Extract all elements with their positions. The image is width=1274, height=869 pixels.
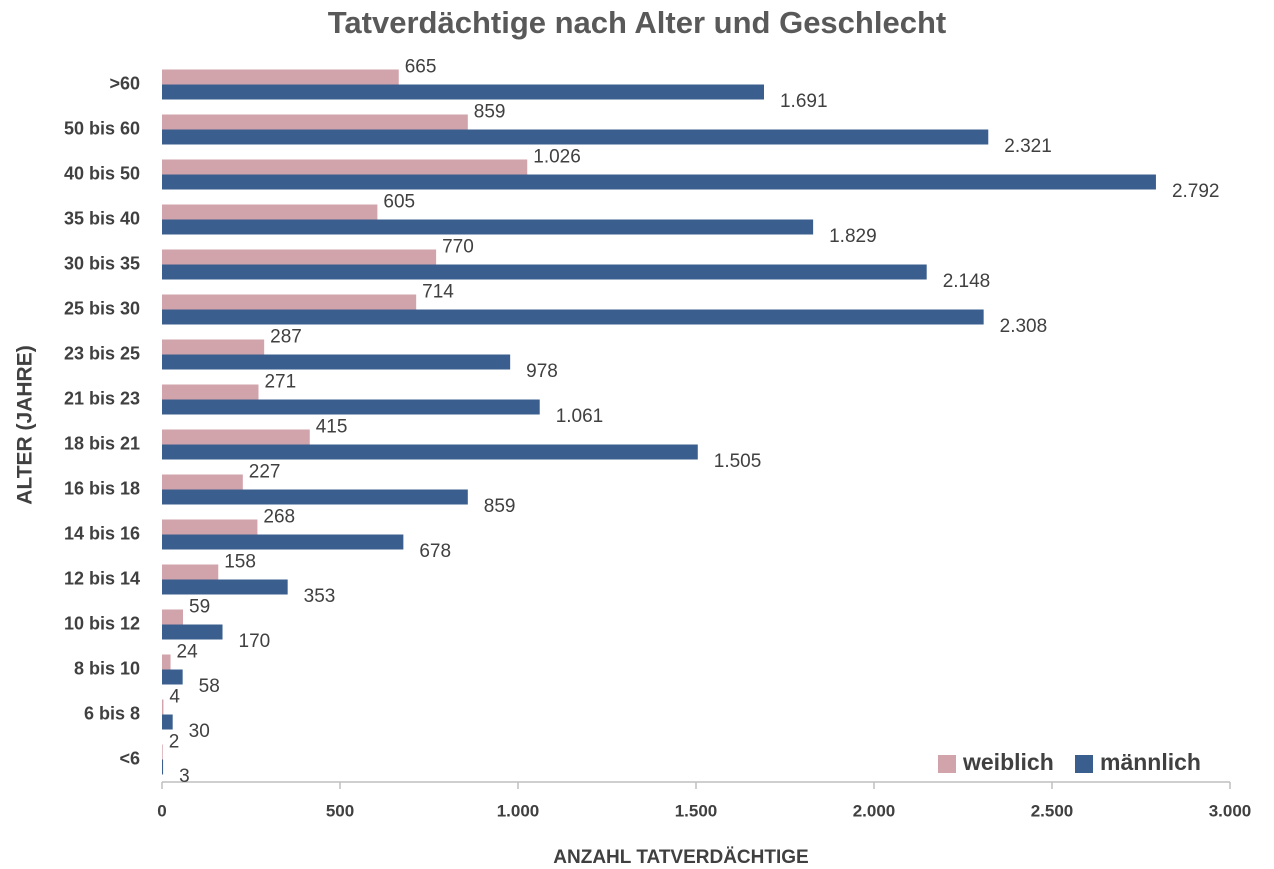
bar: [162, 309, 984, 325]
bar: [162, 699, 164, 715]
value-label: 2.308: [1000, 316, 1048, 337]
value-label: 678: [419, 541, 451, 562]
bar: [162, 204, 378, 220]
value-label: 158: [224, 552, 256, 573]
value-label: 271: [264, 372, 296, 393]
bar: [162, 159, 528, 175]
value-label: 1.829: [829, 226, 877, 247]
value-label: 4: [169, 687, 180, 708]
value-label: 770: [442, 237, 474, 258]
bar: [162, 624, 223, 640]
value-label: 1.505: [714, 451, 762, 472]
value-label: 1.691: [780, 91, 828, 112]
y-tick-label: 23 bis 25: [64, 343, 140, 363]
y-tick-label: 16 bis 18: [64, 478, 140, 498]
x-tick-label: 1.000: [497, 801, 540, 820]
value-label: 2.792: [1172, 181, 1220, 202]
y-tick-label: 12 bis 14: [64, 568, 140, 588]
x-tick-label: 2.500: [1031, 801, 1074, 820]
value-label: 170: [239, 631, 271, 652]
y-tick-label: 40 bis 50: [64, 163, 140, 183]
chart-title: Tatverdächtige nach Alter und Geschlecht: [328, 5, 946, 40]
x-tick-label: 2.000: [853, 801, 896, 820]
value-label: 24: [177, 642, 199, 663]
bar: [162, 654, 171, 670]
legend-swatch: [1075, 755, 1093, 773]
bar: [162, 129, 989, 145]
value-label: 1.061: [556, 406, 604, 427]
value-label: 353: [304, 586, 336, 607]
y-tick-label: 30 bis 35: [64, 253, 140, 273]
y-tick-label: 35 bis 40: [64, 208, 140, 228]
x-tick-label: 500: [326, 801, 354, 820]
bar: [162, 519, 258, 535]
bar: [162, 579, 288, 595]
bar: [162, 174, 1156, 190]
value-label: 59: [189, 597, 210, 618]
value-label: 287: [270, 327, 302, 348]
legend-label: weiblich: [962, 749, 1054, 775]
y-tick-label: 21 bis 23: [64, 388, 140, 408]
value-label: 3: [179, 766, 190, 787]
value-label: 714: [422, 282, 454, 303]
bar: [162, 84, 764, 100]
x-axis-title: ANZAHL TATVERDÄCHTIGE: [553, 847, 808, 868]
bar: [162, 294, 417, 310]
y-tick-label: 50 bis 60: [64, 118, 140, 138]
y-tick-label: 25 bis 30: [64, 298, 140, 318]
value-label: 859: [484, 496, 516, 517]
bar: [162, 249, 437, 265]
bar: [162, 384, 259, 400]
bar: [162, 714, 173, 730]
bar: [162, 609, 184, 625]
bar: [162, 474, 243, 490]
bar: [162, 399, 540, 415]
value-label: 2: [169, 732, 180, 753]
y-tick-label: >60: [109, 73, 140, 93]
x-tick-label: 3.000: [1209, 801, 1252, 820]
bar: [162, 759, 164, 775]
y-axis-title: ALTER (JAHRE): [14, 345, 37, 504]
y-tick-label: 10 bis 12: [64, 613, 140, 633]
value-label: 268: [263, 507, 295, 528]
bar: [162, 744, 163, 760]
value-label: 58: [199, 676, 220, 697]
bar: [162, 69, 399, 85]
legend-swatch: [938, 755, 956, 773]
bar: [162, 114, 468, 130]
bar: [162, 444, 698, 460]
x-tick-label: 0: [157, 801, 166, 820]
value-label: 2.148: [943, 271, 991, 292]
y-tick-label: <6: [119, 748, 140, 768]
x-tick-label: 1.500: [675, 801, 718, 820]
y-tick-label: 18 bis 21: [64, 433, 140, 453]
value-label: 978: [526, 361, 558, 382]
value-label: 415: [316, 417, 348, 438]
value-label: 665: [405, 57, 437, 78]
value-label: 2.321: [1004, 136, 1052, 157]
bar: [162, 534, 404, 550]
bar: [162, 564, 219, 580]
bar: [162, 354, 511, 370]
bar: [162, 429, 310, 445]
value-label: 227: [249, 462, 281, 483]
value-label: 859: [474, 102, 506, 123]
bar: [162, 669, 183, 685]
y-tick-label: 14 bis 16: [64, 523, 140, 543]
bar: [162, 489, 468, 505]
value-label: 30: [189, 721, 210, 742]
bar: [162, 339, 265, 355]
y-tick-label: 6 bis 8: [84, 703, 140, 723]
value-label: 605: [383, 192, 415, 213]
value-label: 1.026: [533, 147, 581, 168]
bar: [162, 264, 927, 280]
legend-label: männlich: [1100, 749, 1201, 775]
y-tick-label: 8 bis 10: [74, 658, 140, 678]
bar: [162, 219, 814, 235]
